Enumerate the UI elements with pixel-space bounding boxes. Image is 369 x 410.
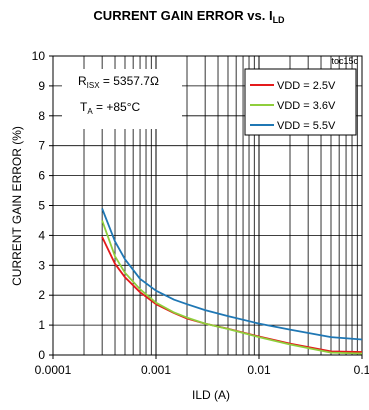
- x-axis-ticks: 0.0001 0.001 0.01 0.1: [35, 355, 369, 377]
- annotation-rsense: RISX = 5357.7Ω: [78, 74, 159, 90]
- x-axis-label: ILD (A): [192, 388, 230, 402]
- y-tick-label: 3: [38, 258, 45, 272]
- y-tick-label: 5: [38, 199, 45, 213]
- y-tick-label: 1: [38, 318, 45, 332]
- y-axis-ticks: 0 1 2 3 4 5 6 7 8 9 10: [32, 49, 53, 362]
- legend: VDD = 2.5V VDD = 3.6V VDD = 5.5V: [244, 68, 357, 136]
- series-line-3: [101, 208, 363, 341]
- y-tick-label: 2: [38, 288, 45, 302]
- condition-annotation: RISX = 5357.7Ω TA = +85°C: [62, 69, 182, 129]
- series-line-2: [101, 220, 363, 355]
- x-tick-label: 0.1: [354, 363, 369, 377]
- chart-title: CURRENT GAIN ERROR vs. ILD: [93, 8, 285, 25]
- legend-label: VDD = 3.6V: [277, 100, 336, 112]
- legend-label: VDD = 5.5V: [277, 120, 336, 132]
- annotation-temperature: TA = +85°C: [80, 100, 141, 116]
- y-tick-label: 4: [38, 228, 45, 242]
- y-axis-label: CURRENT GAIN ERROR (%): [10, 126, 24, 286]
- y-tick-label: 7: [38, 139, 45, 153]
- figure-tag: toc15c: [331, 56, 358, 66]
- x-tick-label: 0.001: [141, 363, 171, 377]
- y-tick-label: 8: [38, 109, 45, 123]
- y-tick-label: 10: [32, 49, 46, 63]
- y-tick-label: 0: [38, 348, 45, 362]
- series-lines: [101, 208, 363, 355]
- x-tick-label: 0.0001: [35, 363, 72, 377]
- y-tick-label: 9: [38, 79, 45, 93]
- x-tick-label: 0.01: [247, 363, 271, 377]
- annotation-background: [62, 69, 182, 129]
- legend-label: VDD = 2.5V: [277, 80, 336, 92]
- y-tick-label: 6: [38, 169, 45, 183]
